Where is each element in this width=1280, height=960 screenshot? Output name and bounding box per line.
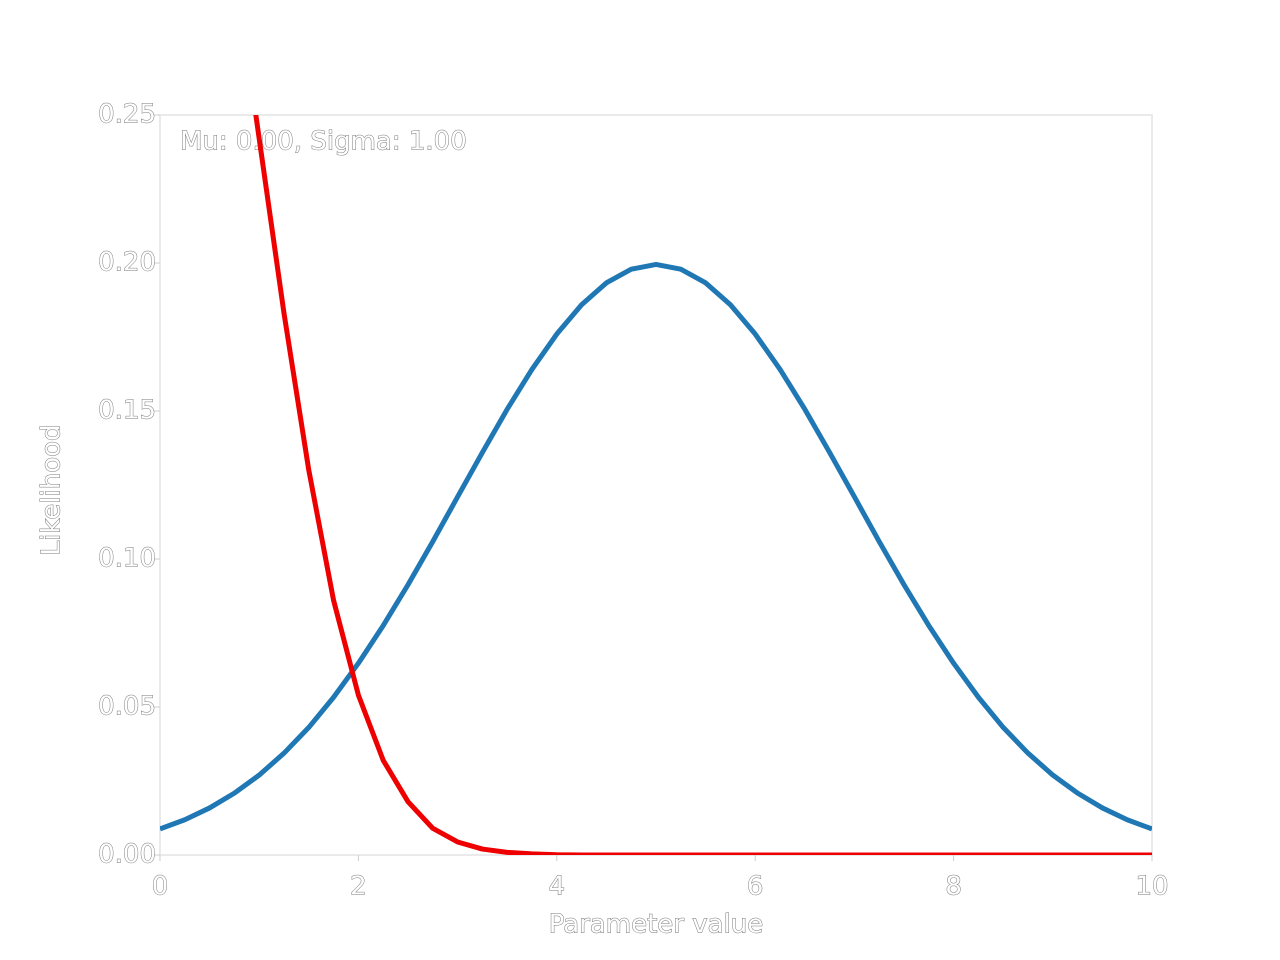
x-tick-label: 10 bbox=[1135, 872, 1168, 902]
y-tick-label: 0.15 bbox=[98, 396, 156, 426]
x-tick-label: 0 bbox=[152, 872, 169, 902]
x-tick-label: 8 bbox=[945, 872, 962, 902]
y-tick-label: 0.10 bbox=[98, 544, 156, 574]
data-line bbox=[160, 261, 1152, 832]
x-axis-label: Parameter value bbox=[549, 910, 764, 940]
x-tick-label: 2 bbox=[350, 872, 367, 902]
y-tick-label: 0.05 bbox=[98, 692, 156, 722]
plot-frame bbox=[159, 114, 1153, 856]
data-line bbox=[253, 115, 1152, 855]
y-tick-label: 0.00 bbox=[98, 840, 156, 870]
y-tick-label: 0.25 bbox=[98, 100, 156, 130]
annotation: Mu: 0.00, Sigma: 1.00 bbox=[180, 127, 467, 157]
y-axis-label: Likelihood bbox=[37, 424, 67, 555]
y-tick-label: 0.20 bbox=[98, 248, 156, 278]
x-tick-label: 4 bbox=[549, 872, 566, 902]
x-tick-label: 6 bbox=[747, 872, 764, 902]
